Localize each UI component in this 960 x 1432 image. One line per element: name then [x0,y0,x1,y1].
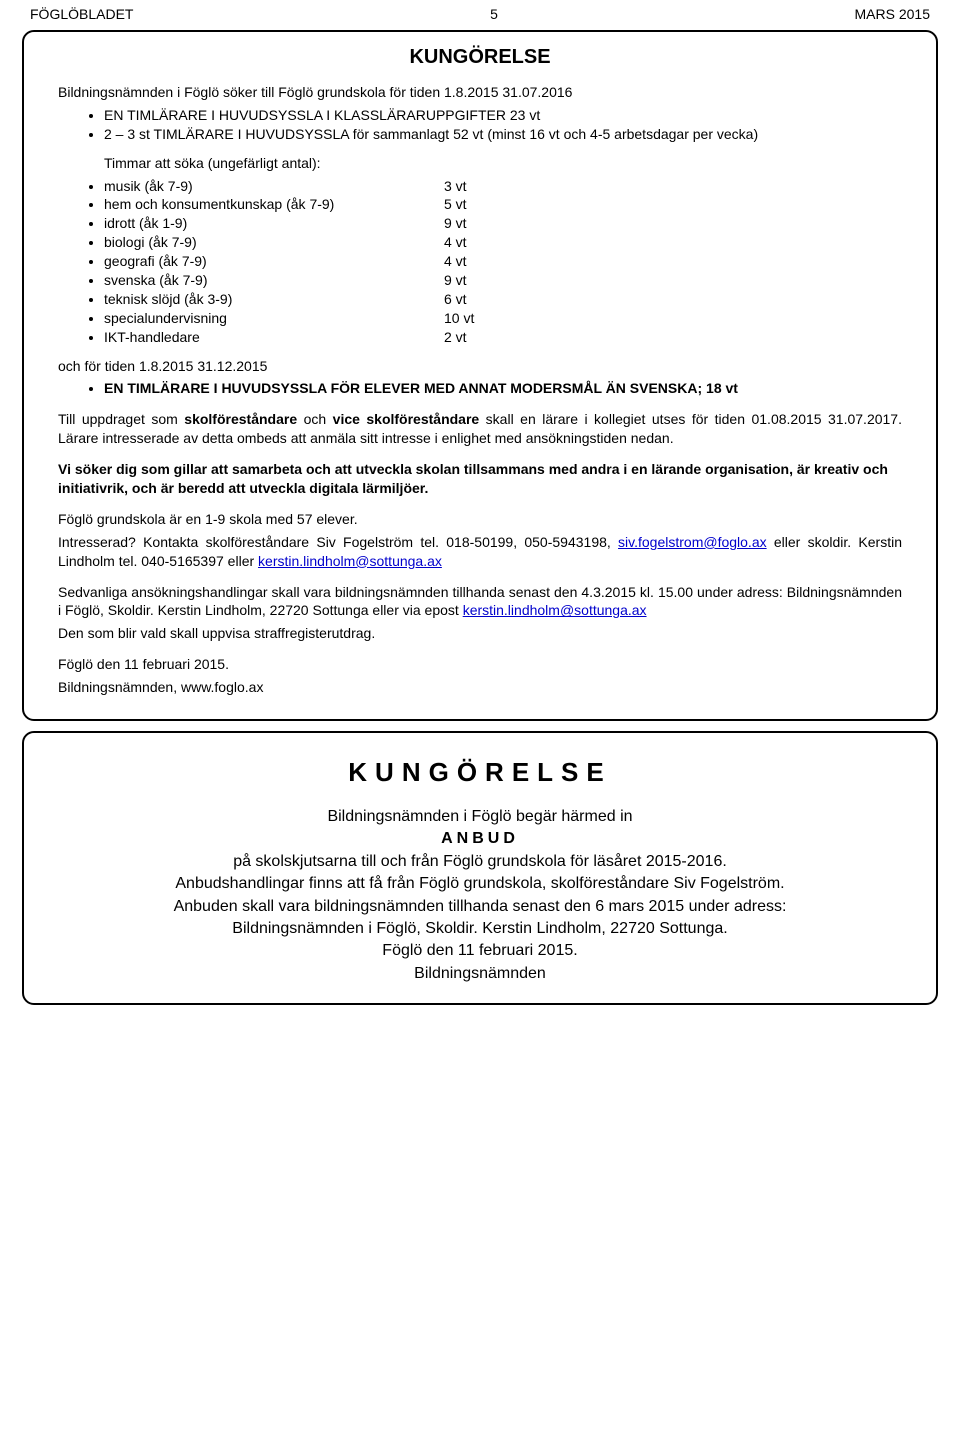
email-link-siv[interactable]: siv.fogelstrom@foglo.ax [618,534,767,550]
announcement-section-2: KUNGÖRELSE Bildningsnämnden i Föglö begä… [22,731,938,1005]
subject-item: specialundervisning10 vt [104,309,902,328]
subject-value: 10 vt [444,309,902,328]
contact-text-1: Intresserad? Kontakta skolföreståndare S… [58,534,618,550]
section1-title: KUNGÖRELSE [58,46,902,69]
anbud-heading: ANBUD [58,828,902,850]
uppdrag-pre: Till uppdraget som [58,411,184,427]
subject-item: teknisk slöjd (åk 3-9)6 vt [104,290,902,309]
signature-line: Bildningsnämnden, www.foglo.ax [58,678,902,697]
subject-label: svenska (åk 7-9) [104,271,444,290]
subject-value: 5 vt [444,195,902,214]
date-line: Föglö den 11 februari 2015. [58,655,902,674]
uppdrag-bold2: vice skolföreståndare [333,411,480,427]
subject-item: biologi (åk 7-9)4 vt [104,233,902,252]
subject-item: musik (åk 7-9)3 vt [104,177,902,196]
subject-value: 2 vt [444,328,902,347]
subject-label: teknisk slöjd (åk 3-9) [104,290,444,309]
skola-line: Föglö grundskola är en 1-9 skola med 57 … [58,510,902,529]
subject-value: 9 vt [444,214,902,233]
contact-paragraph: Intresserad? Kontakta skolföreståndare S… [58,533,902,571]
uppdrag-paragraph: Till uppdraget som skolföreståndare och … [58,410,902,448]
subject-value: 4 vt [444,233,902,252]
subject-item: geografi (åk 7-9)4 vt [104,252,902,271]
section2-line-5: Bildningsnämnden i Föglö, Skoldir. Kerst… [58,918,902,940]
subject-item: IKT-handledare2 vt [104,328,902,347]
top-bullet-1: 2 – 3 st TIMLÄRARE I HUVUDSYSSLA för sam… [104,125,902,144]
subject-label: biologi (åk 7-9) [104,233,444,252]
top-bullets: EN TIMLÄRARE I HUVUDSYSSLA I KLASSLÄRARU… [58,106,902,144]
section2-line-1: Bildningsnämnden i Föglö begär härmed in [58,806,902,828]
straff-line: Den som blir vald skall uppvisa straffre… [58,624,902,643]
email-link-kerstin-1[interactable]: kerstin.lindholm@sottunga.ax [258,553,442,569]
section2-line-3: Anbudshandlingar finns att få från Föglö… [58,873,902,895]
subject-value: 4 vt [444,252,902,271]
subject-label: specialundervisning [104,309,444,328]
header-left: FÖGLÖBLADET [30,6,133,22]
section2-line-4: Anbuden skall vara bildningsnämnden till… [58,896,902,918]
page-header: FÖGLÖBLADET 5 MARS 2015 [0,0,960,24]
section2-signature: Bildningsnämnden [58,963,902,985]
section2-title: KUNGÖRELSE [58,757,902,788]
subject-label: musik (åk 7-9) [104,177,444,196]
section2-date: Föglö den 11 februari 2015. [58,940,902,962]
subject-label: hem och konsumentkunskap (åk 7-9) [104,195,444,214]
subject-item: idrott (åk 1-9)9 vt [104,214,902,233]
header-page-number: 5 [490,6,498,22]
email-link-kerstin-2[interactable]: kerstin.lindholm@sottunga.ax [463,602,647,618]
announcement-section-1: KUNGÖRELSE Bildningsnämnden i Föglö söke… [22,30,938,721]
subject-item: hem och konsumentkunskap (åk 7-9)5 vt [104,195,902,214]
subject-label: idrott (åk 1-9) [104,214,444,233]
top-bullet-0: EN TIMLÄRARE I HUVUDSYSSLA I KLASSLÄRARU… [104,106,902,125]
subject-list: musik (åk 7-9)3 vt hem och konsumentkuns… [58,177,902,347]
subject-label: IKT-handledare [104,328,444,347]
subject-value: 9 vt [444,271,902,290]
subject-item: svenska (åk 7-9)9 vt [104,271,902,290]
deadline-paragraph: Sedvanliga ansökningshandlingar skall va… [58,583,902,621]
uppdrag-mid: och [297,411,333,427]
section2-line-2: på skolskjutsarna till och från Föglö gr… [58,851,902,873]
uppdrag-bold1: skolföreståndare [184,411,297,427]
period2-bullet: EN TIMLÄRARE I HUVUDSYSSLA FÖR ELEVER ME… [104,379,902,398]
period2-bullets: EN TIMLÄRARE I HUVUDSYSSLA FÖR ELEVER ME… [58,379,902,398]
intro-line: Bildningsnämnden i Föglö söker till Fögl… [58,83,902,102]
visoker-paragraph: Vi söker dig som gillar att samarbeta oc… [58,460,902,498]
header-right: MARS 2015 [855,6,930,22]
subject-value: 3 vt [444,177,902,196]
subjects-header: Timmar att söka (ungefärligt antal): [58,154,902,173]
period2-line: och för tiden 1.8.2015 31.12.2015 [58,357,902,376]
subject-value: 6 vt [444,290,902,309]
subject-label: geografi (åk 7-9) [104,252,444,271]
